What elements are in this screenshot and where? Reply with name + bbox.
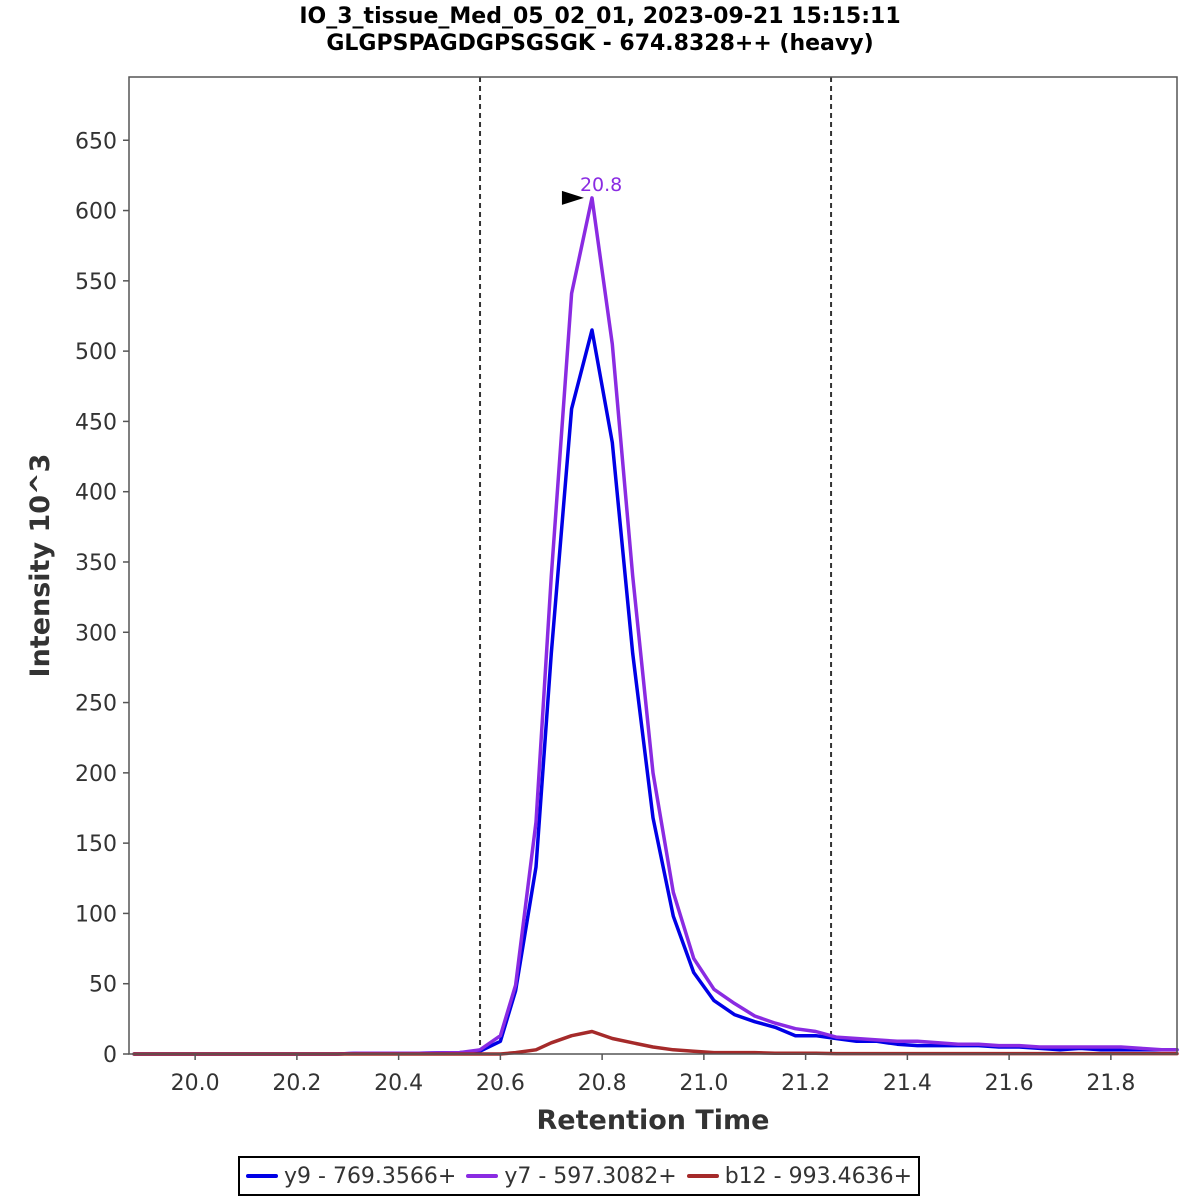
y-tick-label: 500 — [75, 340, 117, 365]
legend-item-2: y7 - 597.3082+ — [466, 1163, 677, 1189]
x-tick-label: 21.8 — [1086, 1071, 1135, 1096]
chart-legend: y9 - 769.3566+ y7 - 597.3082+ b12 - 993.46… — [238, 1156, 921, 1196]
x-tick-label: 21.6 — [985, 1071, 1034, 1096]
legend-swatch — [246, 1174, 278, 1178]
y-tick-label: 150 — [75, 832, 117, 857]
y-tick-label: 650 — [75, 129, 117, 154]
y-tick-label: 350 — [75, 551, 117, 576]
x-tick-label: 21.4 — [883, 1071, 932, 1096]
legend-swatch — [686, 1174, 719, 1178]
plot-frame — [128, 76, 1178, 1055]
chart-title: IO_3_tissue_Med_05_02_01, 2023-09-21 15:… — [299, 4, 901, 29]
y-tick-label: 0 — [103, 1043, 117, 1068]
x-tick-label: 21.2 — [781, 1071, 830, 1096]
y-tick-label: 400 — [75, 481, 117, 506]
peak-label: 20.8 — [580, 174, 622, 196]
y-tick-label: 100 — [75, 902, 117, 927]
plot-area — [129, 77, 1177, 1054]
x-tick-label: 20.6 — [476, 1071, 525, 1096]
legend-item-3: b12 - 993.4636+ — [686, 1163, 913, 1189]
y-axis-label: Intensity 10^3 — [25, 454, 56, 678]
chromatogram-chart: 20.8 0 50 100 150 200 250 300 350 400 450 500 550 60… — [25, 76, 1179, 1136]
x-tick-label: 20.4 — [374, 1071, 423, 1096]
x-tick-label: 20.8 — [578, 1071, 627, 1096]
y-tick-label: 300 — [75, 621, 117, 646]
y-tick-label: 50 — [89, 973, 117, 998]
y-tick-label: 450 — [75, 410, 117, 435]
legend-label: y7 - 597.3082+ — [504, 1163, 677, 1189]
x-tick-label: 21.0 — [679, 1071, 728, 1096]
y-tick-label: 200 — [75, 762, 117, 787]
legend-label: y9 - 769.3566+ — [284, 1163, 457, 1189]
legend-swatch — [466, 1174, 499, 1178]
x-tick-label: 20.0 — [171, 1071, 220, 1096]
y-tick-label: 600 — [75, 200, 117, 225]
y-tick-label: 550 — [75, 270, 117, 295]
peak-arrow-icon — [561, 190, 584, 205]
legend-item-1: y9 - 769.3566+ — [246, 1164, 456, 1189]
x-tick-label: 20.2 — [272, 1071, 321, 1096]
chart-subtitle: GLGPSPAGDGPSGSGK - 674.8328++ (heavy) — [326, 31, 874, 56]
legend-label: b12 - 993.4636+ — [724, 1163, 913, 1189]
y-tick-label: 250 — [75, 692, 117, 717]
x-axis-label: Retention Time — [537, 1105, 770, 1136]
